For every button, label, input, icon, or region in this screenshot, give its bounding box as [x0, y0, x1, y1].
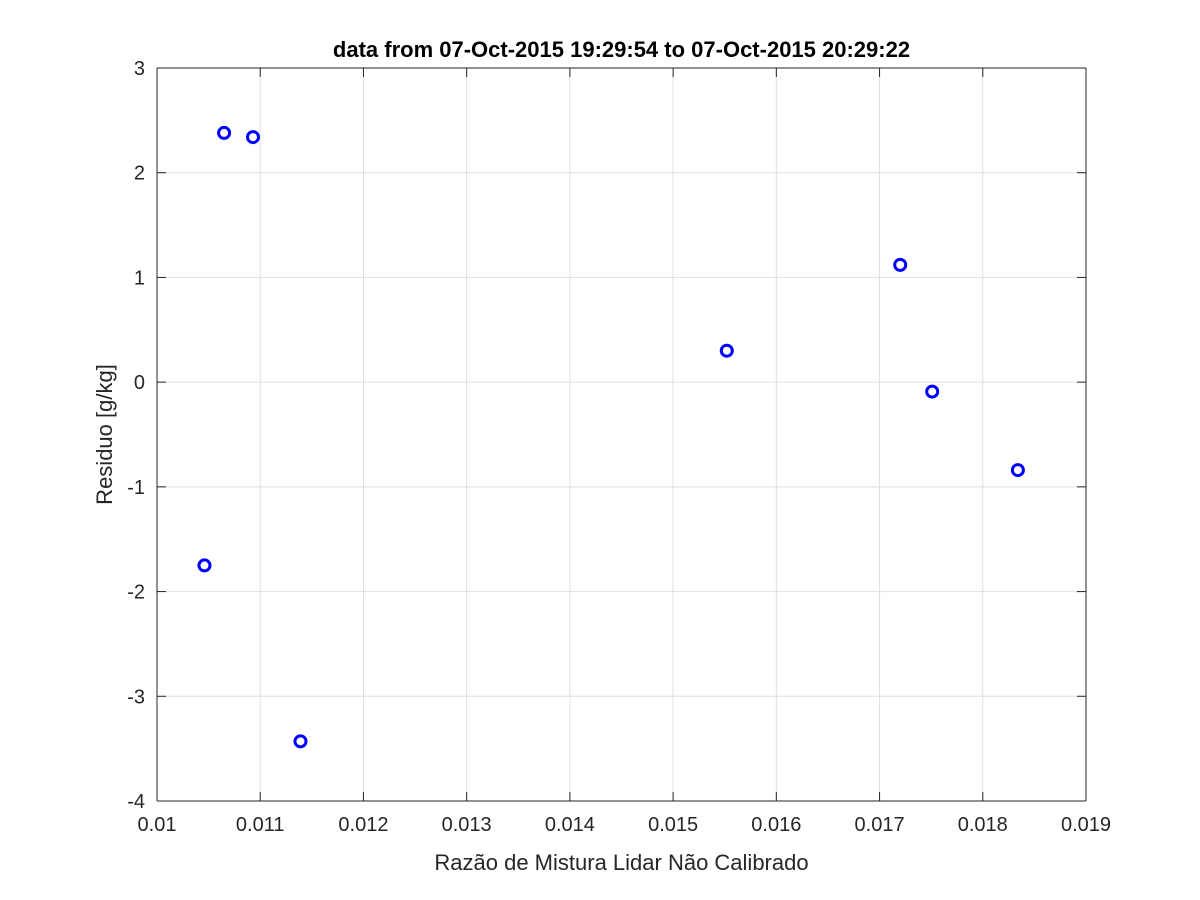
data-point: [719, 343, 734, 358]
data-points: [197, 125, 1025, 749]
x-tick-label: 0.012: [338, 814, 388, 836]
x-tick-label: 0.016: [751, 814, 801, 836]
x-tick-label: 0.014: [545, 814, 595, 836]
y-tick-label: 0: [134, 372, 145, 394]
y-tick-label: -3: [127, 686, 145, 708]
data-point: [925, 384, 940, 399]
y-tick-label: -2: [127, 582, 145, 604]
x-axis-label: Razão de Mistura Lidar Não Calibrado: [434, 850, 808, 875]
y-tick-label: -1: [127, 477, 145, 499]
x-tick-label: 0.019: [1061, 814, 1111, 836]
data-point: [217, 125, 232, 140]
data-point: [893, 257, 908, 272]
x-tick-label: 0.011: [236, 814, 285, 836]
data-point: [197, 558, 212, 573]
y-axis-label: Residuo [g/kg]: [92, 364, 117, 505]
x-tick-label: 0.018: [958, 814, 1008, 836]
data-point: [245, 130, 260, 145]
x-axis-ticks: 0.01 0.011 0.012 0.013 0.014 0.015 0.016 0.017 0…: [138, 68, 1111, 836]
x-tick-label: 0.017: [855, 814, 905, 836]
x-tick-label: 0.013: [442, 814, 492, 836]
y-tick-label: 3: [134, 58, 145, 80]
data-point: [293, 734, 308, 749]
axes: [156, 67, 1087, 802]
y-axis-ticks: -4 -3 -2 -1 0 1 2 3: [127, 58, 1086, 813]
data-point: [1010, 463, 1025, 478]
y-tick-label: -4: [127, 791, 145, 813]
y-tick-label: 2: [134, 163, 145, 185]
y-tick-label: 1: [134, 267, 145, 289]
x-tick-label: 0.01: [138, 814, 177, 836]
x-tick-label: 0.015: [648, 814, 698, 836]
plot-area: [157, 68, 1086, 801]
chart-title: data from 07-Oct-2015 19:29:54 to 07-Oct…: [333, 37, 910, 62]
